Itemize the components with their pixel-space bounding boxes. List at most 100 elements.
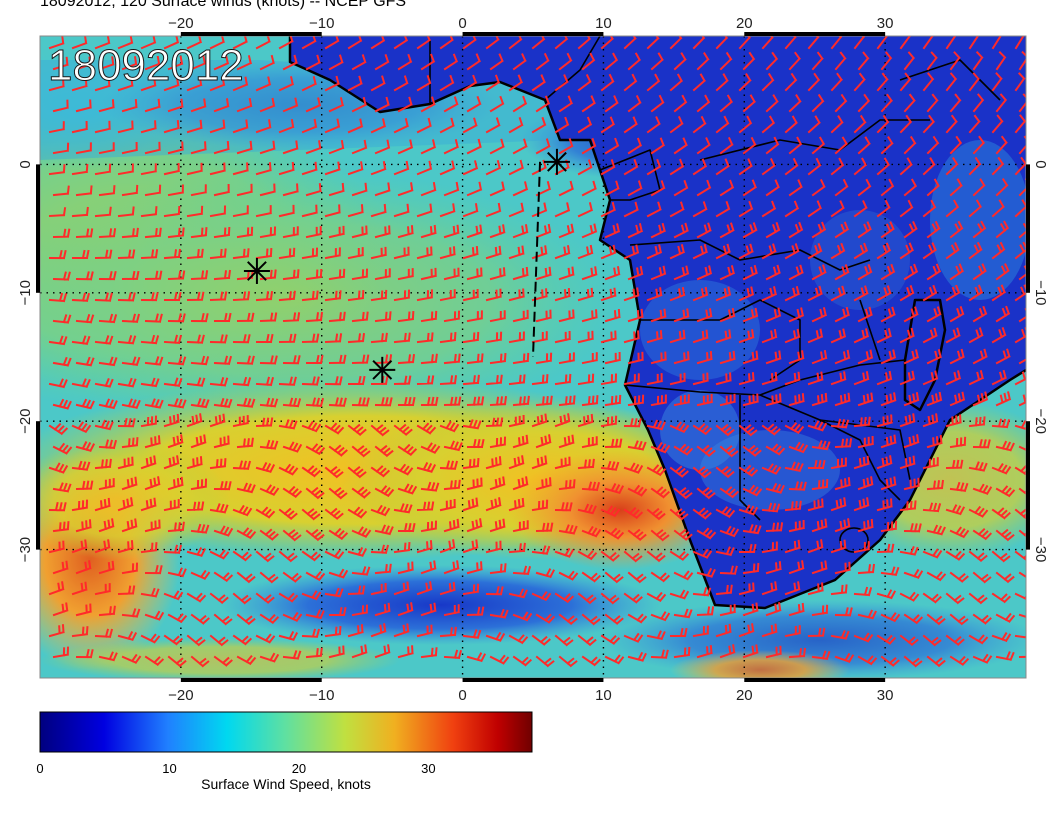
wind-barb	[995, 612, 1016, 623]
wind-barb	[646, 201, 662, 218]
wind-barb	[627, 265, 644, 281]
wind-barb	[439, 36, 454, 50]
wind-barb	[719, 265, 736, 281]
wind-barb	[627, 94, 642, 113]
wind-barb	[623, 330, 640, 344]
wind-barb	[627, 308, 644, 323]
wind-barb	[351, 182, 368, 197]
wind-barb	[719, 350, 736, 365]
wind-barb	[830, 72, 843, 92]
wind-barb	[669, 36, 683, 50]
wind-barb	[669, 508, 689, 521]
wind-barb	[719, 565, 738, 575]
wind-barb	[765, 561, 782, 575]
wind-barb	[144, 565, 163, 575]
wind-barb	[232, 162, 249, 176]
wind-barb	[190, 313, 209, 323]
wind-barb	[673, 486, 693, 500]
wind-barb	[416, 289, 433, 302]
wind-barb	[117, 418, 136, 428]
wind-barb	[531, 374, 549, 386]
lat-tick-label: −10	[1032, 280, 1049, 305]
wind-barb	[673, 52, 687, 71]
wind-barb	[420, 267, 437, 281]
wind-barb	[305, 528, 325, 542]
wind-barb	[577, 202, 594, 218]
wind-barb	[305, 609, 325, 620]
wind-barb	[186, 547, 207, 558]
wind-barb	[531, 331, 548, 344]
wind-barb	[876, 242, 892, 260]
wind-barb	[190, 398, 210, 409]
wind-barb	[922, 327, 938, 344]
wind-barb	[397, 645, 414, 659]
wind-barb	[535, 138, 551, 155]
wind-barb	[282, 485, 303, 499]
wind-barb	[94, 539, 111, 554]
wind-barb	[968, 461, 988, 472]
wind-barb	[328, 311, 346, 323]
wind-barb	[1018, 50, 1026, 71]
wind-barb	[370, 332, 388, 344]
wind-barb	[784, 371, 801, 386]
lon-tick-label: 0	[458, 15, 466, 32]
wind-barb	[650, 308, 667, 323]
wind-barb	[995, 391, 1012, 407]
wind-barb	[623, 244, 640, 260]
colorbar-tick-label: 30	[421, 761, 435, 776]
wind-barb	[140, 587, 160, 598]
wind-barb	[232, 592, 252, 605]
wind-barb	[880, 392, 897, 407]
wind-barb	[305, 647, 323, 659]
wind-barb	[190, 184, 207, 197]
wind-barb	[52, 314, 72, 324]
wind-barb	[650, 486, 671, 499]
wind-barb	[788, 94, 802, 113]
wind-barb	[880, 136, 894, 155]
wind-barb	[163, 377, 183, 388]
wind-barb	[692, 115, 707, 134]
wind-barb	[788, 51, 801, 71]
wind-barb	[719, 445, 739, 458]
wind-barb	[190, 270, 209, 281]
wind-barb	[857, 221, 872, 239]
wind-barb	[899, 545, 919, 556]
wind-barb	[554, 592, 575, 604]
wind-barb	[374, 225, 391, 239]
wind-barb	[255, 376, 275, 387]
wind-barb	[558, 655, 578, 668]
wind-barb	[48, 292, 68, 303]
wind-barb	[121, 608, 141, 618]
wind-barb	[784, 157, 799, 176]
wind-barb	[512, 565, 532, 576]
wind-barb	[167, 227, 185, 239]
wind-barb	[301, 36, 317, 50]
wind-barb	[508, 414, 525, 428]
wind-barb	[650, 611, 671, 622]
wind-barb	[278, 507, 298, 521]
wind-barb	[186, 634, 206, 647]
wind-barb	[236, 183, 253, 197]
wind-barb	[121, 56, 138, 71]
wind-barb	[117, 377, 137, 388]
wind-barb	[830, 584, 848, 596]
wind-barb	[761, 423, 781, 436]
wind-barb	[117, 497, 134, 512]
wind-barb	[232, 376, 252, 387]
wind-barb	[236, 312, 255, 323]
wind-barb	[328, 645, 345, 659]
wind-barb	[899, 242, 914, 260]
wind-barb	[370, 424, 390, 437]
wind-barb	[719, 51, 733, 71]
wind-barb	[144, 141, 161, 155]
wind-barb	[922, 242, 937, 260]
wind-barb	[623, 462, 644, 474]
wind-barb	[738, 286, 755, 302]
wind-barb	[485, 202, 502, 218]
wind-barb	[604, 309, 621, 323]
wind-barb	[991, 463, 1012, 475]
wind-barb	[71, 460, 91, 471]
wind-barb	[692, 422, 713, 436]
wind-barb	[374, 644, 391, 659]
wind-barb	[991, 507, 1011, 520]
